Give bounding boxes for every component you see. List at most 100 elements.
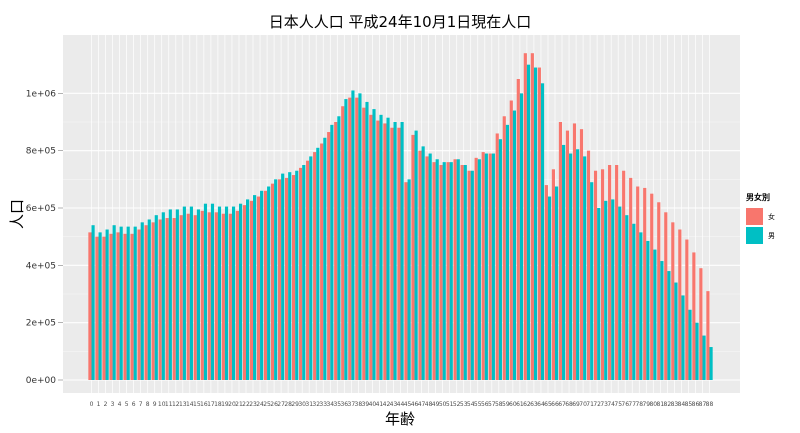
y-tick-label: 8e+05 (26, 147, 56, 157)
bar (446, 162, 450, 380)
x-tick-label: 25 (263, 401, 271, 408)
bar (116, 232, 120, 380)
bar (313, 152, 317, 380)
x-tick-label: 82 (664, 401, 672, 408)
bar (692, 252, 696, 380)
bar (397, 127, 401, 380)
bar (165, 218, 169, 380)
bar (456, 159, 460, 380)
bar (302, 165, 306, 380)
bar (196, 209, 201, 380)
bar (579, 129, 584, 380)
x-tick-label: 3 (111, 401, 115, 408)
bar (281, 173, 285, 380)
x-tick-label: 81 (657, 401, 665, 408)
bar (277, 179, 282, 380)
bar (685, 239, 689, 380)
x-tick-label: 69 (572, 401, 580, 408)
bar (246, 199, 250, 380)
bar (608, 165, 612, 380)
bar (393, 122, 397, 380)
y-axis-ticks: 0e+00 2e+05 4e+05 6e+05 8e+05 1e+06 (26, 89, 63, 386)
x-tick-label: 59 (502, 401, 510, 408)
x-tick-label: 51 (446, 401, 454, 408)
chart-title: 日本人人口 平成24年10月1日現在人口 (269, 13, 532, 31)
x-tick-label: 48 (425, 401, 433, 408)
x-tick-label: 50 (439, 401, 447, 408)
bar (267, 186, 271, 380)
bar (193, 215, 197, 380)
bar (435, 159, 439, 380)
legend-title: 男女別 (746, 192, 770, 202)
x-tick-label: 21 (235, 401, 243, 408)
bar (537, 67, 541, 381)
bar (646, 240, 650, 380)
bar (299, 167, 303, 380)
bar (615, 165, 619, 380)
bar (562, 144, 566, 380)
y-tick-label: 0e+00 (26, 376, 57, 386)
x-axis-ticks: 0 1 2 3 4 5 6 7 8 9 10 11 12 13 14 15 16 17 18 19 20 21 22 23 24… (90, 401, 714, 408)
bar (175, 209, 179, 380)
bar (362, 107, 366, 381)
x-tick-label: 23 (249, 401, 257, 408)
bar (653, 249, 657, 380)
x-tick-label: 88 (706, 401, 714, 408)
bar (295, 170, 299, 380)
bar (253, 195, 257, 380)
bar (551, 169, 555, 380)
x-tick-label: 10 (158, 401, 166, 408)
bar (428, 153, 432, 380)
bar (98, 232, 102, 380)
bar (569, 153, 573, 380)
bar (284, 177, 289, 380)
bar (161, 212, 165, 380)
bar (147, 219, 151, 380)
bar (695, 322, 699, 380)
bar (491, 153, 495, 380)
x-tick-label: 45 (404, 401, 412, 408)
bar (600, 169, 605, 380)
bar (235, 210, 239, 380)
bar (337, 116, 341, 381)
bar (217, 206, 222, 380)
x-tick-label: 32 (312, 401, 320, 408)
bar (133, 226, 137, 380)
bar (593, 170, 598, 380)
bar (622, 170, 626, 380)
bar (660, 261, 664, 380)
x-tick-label: 71 (586, 401, 594, 408)
bar (453, 159, 457, 380)
bar (306, 160, 310, 380)
x-tick-label: 46 (411, 401, 419, 408)
bar (604, 200, 608, 380)
bar (210, 203, 215, 380)
x-tick-label: 67 (558, 401, 566, 408)
bar (671, 222, 675, 380)
bar (238, 203, 243, 380)
bar (344, 99, 348, 381)
bar (432, 162, 436, 380)
bar (709, 347, 713, 380)
bar (137, 229, 141, 380)
x-tick-label: 34 (326, 401, 334, 408)
bar (618, 206, 622, 380)
bar (168, 209, 172, 380)
bar (460, 165, 464, 380)
x-tick-label: 74 (607, 401, 615, 408)
bar (418, 150, 422, 380)
bar (442, 162, 446, 380)
x-tick-label: 80 (649, 401, 657, 408)
bar (154, 215, 158, 380)
bar (636, 186, 640, 380)
bar (657, 202, 661, 380)
x-tick-label: 30 (298, 401, 306, 408)
bar (477, 159, 481, 380)
bar (130, 233, 134, 380)
x-tick-label: 77 (628, 401, 636, 408)
x-tick-label: 19 (221, 401, 229, 408)
x-tick-label: 47 (418, 401, 426, 408)
bar (242, 205, 246, 380)
series-female (88, 53, 710, 381)
bar (158, 219, 162, 380)
